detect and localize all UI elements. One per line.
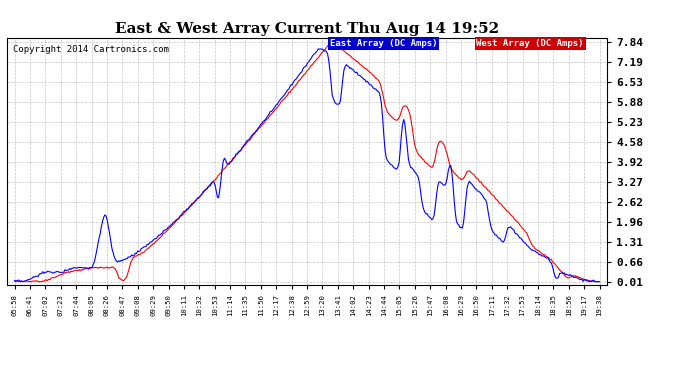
Text: East Array (DC Amps): East Array (DC Amps): [330, 39, 437, 48]
Text: Copyright 2014 Cartronics.com: Copyright 2014 Cartronics.com: [13, 45, 169, 54]
Title: East & West Array Current Thu Aug 14 19:52: East & West Array Current Thu Aug 14 19:…: [115, 22, 499, 36]
Text: West Array (DC Amps): West Array (DC Amps): [476, 39, 584, 48]
